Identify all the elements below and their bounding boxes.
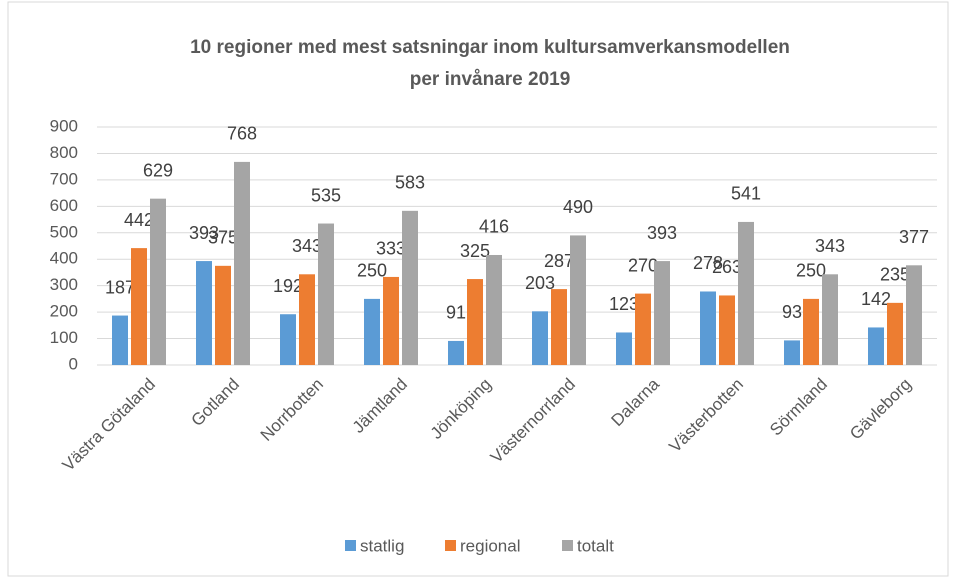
bar [887, 302, 903, 365]
value-label: 142 [861, 289, 891, 309]
value-label: 278 [693, 253, 723, 273]
bar [196, 261, 212, 365]
y-tick-label: 400 [50, 249, 78, 268]
bar [803, 298, 819, 365]
value-label: 250 [796, 261, 826, 281]
bar [280, 314, 296, 365]
bar [467, 279, 483, 365]
value-label: 541 [731, 184, 761, 204]
legend-label: regional [460, 536, 521, 555]
bar [150, 198, 166, 365]
bar [234, 161, 250, 365]
bar [215, 265, 231, 365]
bar [719, 295, 735, 365]
legend-swatch [345, 540, 356, 551]
y-tick-label: 600 [50, 196, 78, 215]
bar [738, 221, 754, 365]
value-label: 192 [273, 276, 303, 296]
y-tick-label: 300 [50, 275, 78, 294]
y-tick-label: 100 [50, 328, 78, 347]
bar [635, 293, 651, 365]
bar [318, 223, 334, 365]
value-label: 333 [376, 239, 406, 259]
bar [784, 340, 800, 365]
value-label: 393 [189, 223, 219, 243]
bar [383, 276, 399, 365]
value-label: 768 [227, 124, 257, 144]
legend-label: statlig [360, 536, 404, 555]
bar [299, 274, 315, 365]
value-label: 203 [525, 273, 555, 293]
value-label: 629 [143, 160, 173, 180]
value-label: 416 [479, 217, 509, 237]
bar [112, 315, 128, 365]
value-label: 250 [357, 261, 387, 281]
value-label: 325 [460, 241, 490, 261]
value-label: 393 [647, 223, 677, 243]
value-label: 187 [105, 277, 135, 297]
bar [131, 248, 147, 365]
legend-label: totalt [577, 536, 614, 555]
value-label: 375 [208, 228, 238, 248]
bar [616, 332, 632, 365]
value-label: 377 [899, 227, 929, 247]
bar [868, 327, 884, 365]
y-tick-label: 0 [69, 354, 78, 373]
value-label: 490 [563, 197, 593, 217]
bar [486, 254, 502, 365]
y-tick-label: 200 [50, 302, 78, 321]
value-label: 442 [124, 210, 154, 230]
y-tick-label: 700 [50, 169, 78, 188]
bar [551, 289, 567, 365]
value-label: 270 [628, 255, 658, 275]
value-label: 535 [311, 185, 341, 205]
value-label: 343 [292, 236, 322, 256]
value-label: 235 [880, 265, 910, 285]
chart-title: per invånare 2019 [410, 69, 571, 90]
y-tick-label: 500 [50, 222, 78, 241]
value-label: 343 [815, 236, 845, 256]
bar [700, 291, 716, 365]
bar [532, 311, 548, 365]
bar [448, 340, 464, 365]
bar [402, 210, 418, 365]
legend-swatch [445, 540, 456, 551]
y-tick-label: 800 [50, 143, 78, 162]
chart-title: 10 regioner med mest satsningar inom kul… [190, 37, 790, 58]
value-label: 583 [395, 173, 425, 193]
y-tick-label: 900 [50, 116, 78, 135]
bar [654, 261, 670, 365]
value-label: 263 [712, 257, 742, 277]
legend-swatch [562, 540, 573, 551]
value-label: 287 [544, 251, 574, 271]
value-label: 93 [782, 302, 802, 322]
bar [822, 274, 838, 365]
value-label: 91 [446, 303, 466, 323]
value-label: 123 [609, 294, 639, 314]
bar [906, 265, 922, 365]
bar [364, 298, 380, 365]
bar [570, 235, 586, 365]
